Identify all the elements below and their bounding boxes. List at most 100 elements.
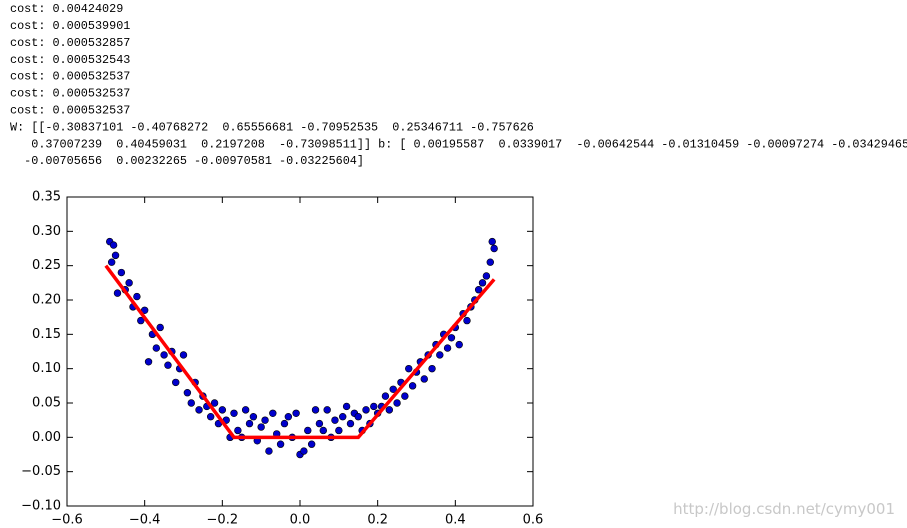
data-point: [455, 340, 463, 349]
data-point: [125, 279, 133, 287]
x-tick-label: −0.2: [207, 513, 239, 528]
fit-line: [104, 264, 496, 440]
data-point: [354, 413, 362, 421]
data-point: [385, 406, 394, 414]
y-tick-label: 0.00: [32, 430, 61, 445]
data-point: [107, 258, 116, 266]
log-line: W: [[-0.30837101 -0.40768272 0.65556681 …: [10, 120, 534, 134]
data-point: [370, 402, 378, 411]
x-tick-label: 0.4: [445, 513, 466, 528]
x-tick-label: −0.6: [51, 513, 83, 528]
data-point: [265, 447, 273, 455]
log-line: cost: 0.000532537: [10, 70, 130, 84]
data-point: [241, 406, 250, 414]
data-point: [117, 268, 126, 277]
data-point: [292, 409, 300, 417]
plot-frame: [66, 196, 534, 507]
log-line: -0.00705656 0.00232265 -0.00970581 -0.03…: [10, 154, 364, 168]
data-point: [436, 351, 444, 359]
data-point: [245, 419, 254, 428]
data-point: [164, 361, 172, 369]
data-point: [420, 375, 428, 383]
data-point: [307, 440, 316, 448]
data-point: [280, 419, 289, 428]
data-point: [133, 292, 141, 301]
data-point: [183, 389, 192, 397]
data-point: [156, 323, 164, 332]
y-tick-label: 0.35: [32, 190, 61, 205]
log-line: cost: 0.000532537: [10, 87, 130, 101]
x-tick-label: 0.0: [290, 513, 311, 528]
data-point: [206, 413, 215, 421]
data-point: [210, 399, 219, 407]
data-point: [401, 392, 409, 400]
data-point: [315, 419, 324, 428]
data-point: [160, 351, 168, 359]
y-tick-label: −0.05: [21, 464, 61, 479]
data-point: [362, 406, 370, 414]
data-point: [463, 316, 471, 325]
data-point: [113, 289, 122, 297]
data-point: [408, 382, 417, 390]
data-point: [195, 406, 203, 414]
data-point: [311, 406, 320, 414]
data-point: [230, 409, 238, 417]
data-point: [339, 413, 347, 421]
data-point: [490, 244, 498, 253]
data-point: [109, 241, 118, 249]
data-point: [137, 316, 145, 325]
data-point: [249, 413, 258, 421]
data-point: [172, 378, 180, 387]
data-point: [319, 426, 327, 435]
data-point: [323, 406, 331, 414]
data-point: [144, 358, 153, 366]
data-point: [342, 402, 351, 411]
log-line: 0.37007239 0.40459031 0.2197208 -0.73098…: [10, 137, 907, 151]
log-line: cost: 0.000539901: [10, 19, 130, 33]
y-tick-label: 0.10: [32, 361, 61, 376]
log-line: cost: 0.000532857: [10, 36, 130, 50]
y-tick-label: 0.05: [32, 396, 61, 411]
data-point: [276, 440, 285, 448]
log-line: cost: 0.000532543: [10, 53, 130, 67]
data-point: [187, 399, 195, 407]
data-point: [111, 251, 120, 260]
x-tick-label: −0.4: [129, 513, 161, 528]
data-point: [346, 419, 355, 428]
data-point: [179, 351, 188, 359]
data-point: [447, 334, 456, 342]
log-line: cost: 0.000532537: [10, 104, 130, 118]
y-tick-label: 0.15: [32, 327, 61, 342]
data-point: [389, 385, 397, 393]
data-point: [269, 409, 277, 417]
y-tick-label: 0.30: [32, 224, 61, 239]
data-point: [300, 447, 308, 455]
data-point: [474, 286, 483, 294]
data-point: [405, 364, 413, 373]
x-tick-label: 0.6: [523, 513, 544, 528]
data-point: [304, 426, 312, 435]
data-point: [381, 392, 390, 400]
data-point: [331, 416, 339, 424]
data-point: [482, 272, 491, 280]
y-tick-label: 0.25: [32, 258, 61, 273]
data-point: [335, 426, 343, 435]
data-point: [257, 423, 265, 431]
data-point: [428, 364, 436, 373]
x-tick-label: 0.2: [367, 513, 388, 528]
watermark: http://blog.csdn.net/cymy001: [673, 500, 895, 518]
data-point: [443, 344, 452, 352]
y-tick-label: 0.20: [32, 293, 61, 308]
data-point: [218, 406, 227, 414]
data-point: [152, 344, 161, 352]
data-point: [261, 416, 269, 424]
data-point: [486, 258, 494, 266]
data-point: [284, 413, 293, 421]
y-tick-label: −0.10: [21, 499, 61, 514]
log-line: cost: 0.00424029: [10, 2, 123, 16]
data-point: [393, 399, 401, 407]
data-point: [488, 237, 496, 246]
data-point: [234, 426, 242, 435]
data-point: [478, 279, 487, 287]
